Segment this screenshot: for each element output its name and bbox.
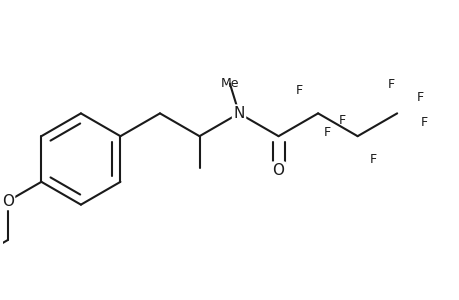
Text: F: F [338, 114, 345, 127]
Text: F: F [420, 116, 427, 130]
Text: O: O [272, 163, 284, 178]
Text: F: F [369, 153, 376, 166]
Text: F: F [324, 126, 330, 139]
Text: N: N [233, 106, 244, 121]
Text: Me: Me [220, 77, 239, 90]
Text: F: F [387, 78, 394, 91]
Text: F: F [295, 84, 302, 97]
Text: F: F [416, 92, 423, 104]
Text: O: O [2, 194, 14, 209]
